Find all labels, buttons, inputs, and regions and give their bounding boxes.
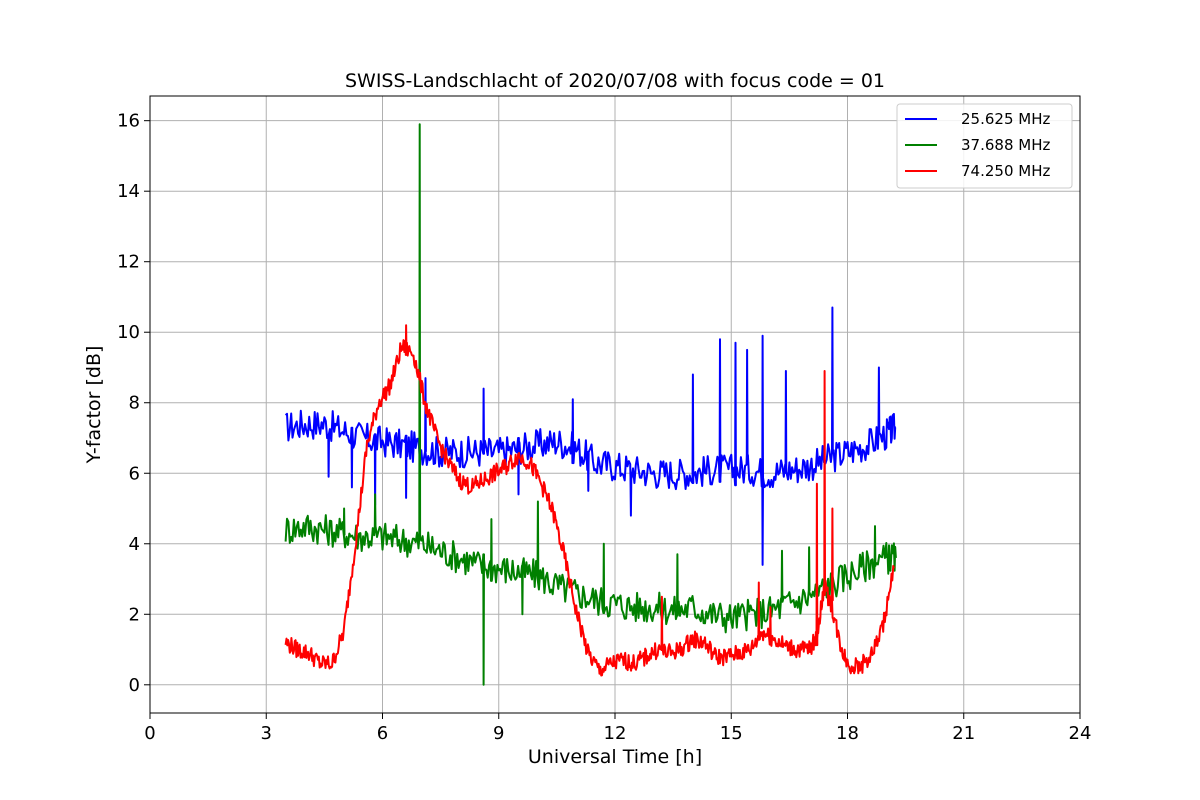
x-tick-label: 18 (836, 723, 859, 744)
series-line-2 (284, 123, 897, 686)
chart-title: SWISS-Landschlacht of 2020/07/08 with fo… (345, 70, 885, 92)
x-tick-label: 6 (377, 723, 388, 744)
y-axis-label: Y-factor [dB] (83, 346, 105, 465)
y-tick-label: 4 (129, 534, 140, 555)
x-axis-label: Universal Time [h] (528, 746, 702, 768)
y-tick-label: 16 (117, 111, 140, 132)
y-axis: 0 2 4 6 8 10 12 14 16 (117, 111, 150, 696)
legend-label: 25.625 MHz (961, 110, 1050, 128)
y-tick-label: 2 (129, 604, 140, 625)
legend: 25.625 MHz 37.688 MHz 74.250 MHz (896, 103, 1073, 189)
legend-box (896, 103, 1073, 189)
y-tick-label: 8 (129, 393, 140, 414)
x-tick-label: 3 (261, 723, 272, 744)
plot-area (284, 123, 897, 686)
series-line-1 (284, 306, 897, 566)
x-tick-label: 21 (952, 723, 975, 744)
y-tick-label: 6 (129, 463, 140, 484)
y-tick-label: 0 (129, 675, 140, 696)
x-tick-label: 15 (720, 723, 743, 744)
x-tick-label: 0 (144, 723, 155, 744)
x-tick-label: 12 (604, 723, 627, 744)
y-tick-label: 14 (117, 181, 140, 202)
legend-label: 37.688 MHz (961, 136, 1050, 154)
y-tick-label: 12 (117, 252, 140, 273)
series-line-3 (284, 324, 895, 677)
x-tick-label: 24 (1069, 723, 1092, 744)
legend-label: 74.250 MHz (961, 162, 1050, 180)
x-tick-label: 9 (493, 723, 504, 744)
y-tick-label: 10 (117, 322, 140, 343)
x-axis: 0 3 6 9 12 15 18 21 24 (144, 713, 1091, 744)
